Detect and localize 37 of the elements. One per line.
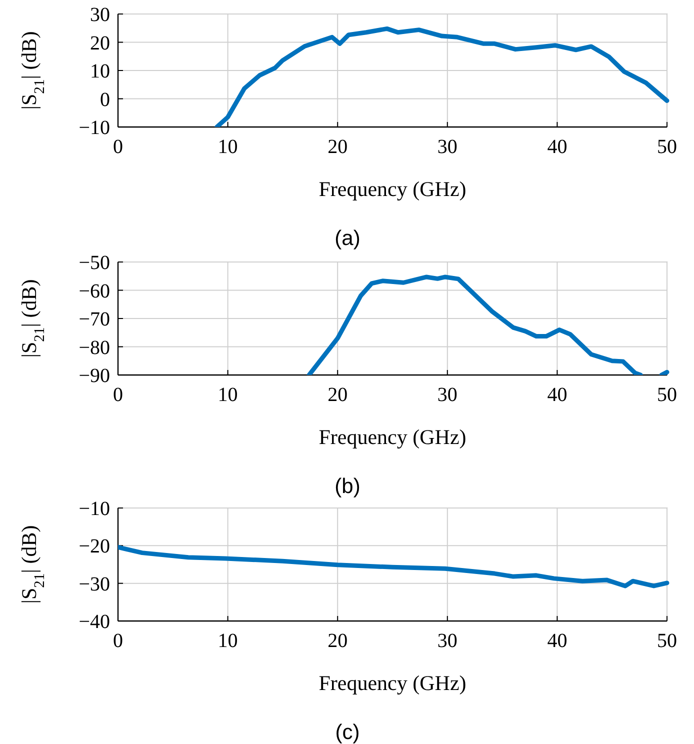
x-tick-label: 50: [657, 384, 677, 406]
x-axis-title: Frequency (GHz): [318, 425, 466, 449]
x-tick-label: 10: [218, 630, 238, 652]
y-tick-label: −90: [78, 365, 110, 387]
x-tick-label: 30: [437, 630, 458, 652]
text: (b): [334, 475, 360, 498]
x-axis-title: Frequency (GHz): [318, 671, 466, 695]
y-tick-label: 10: [90, 60, 110, 82]
line-series: [214, 26, 670, 127]
x-tick-label: 40: [547, 384, 568, 406]
y-tick-label: −70: [78, 308, 110, 330]
x-tick-label: 20: [328, 630, 348, 652]
y-tick-label: −50: [78, 252, 110, 274]
y-tick-label: −20: [78, 536, 110, 558]
text: (c): [335, 721, 360, 744]
y-tick-label: −80: [78, 336, 110, 359]
x-tick-label: 20: [328, 136, 348, 158]
x-tick-label: 30: [437, 384, 458, 406]
line-series: [118, 544, 670, 588]
text: (a): [334, 227, 360, 250]
x-tick-label: 10: [218, 384, 238, 406]
x-tick-label: 20: [328, 384, 348, 406]
y-tick-label: 20: [90, 32, 110, 54]
x-tick-label: 30: [437, 136, 458, 158]
y-tick-label: −10: [78, 498, 110, 520]
x-axis-title: Frequency (GHz): [318, 177, 466, 201]
y-tick-label: −60: [78, 280, 110, 302]
y-tick-label: −40: [78, 611, 110, 633]
y-tick-label: −30: [78, 573, 110, 596]
x-tick-label: 40: [547, 136, 568, 158]
x-tick-label: 40: [547, 630, 568, 652]
y-tick-label: 0: [100, 88, 110, 111]
x-tick-label: 10: [218, 136, 238, 158]
y-tick-label: −10: [78, 117, 110, 139]
x-tick-label: 50: [657, 630, 677, 652]
y-tick-label: 30: [90, 4, 110, 26]
x-tick-label: 50: [657, 136, 677, 158]
